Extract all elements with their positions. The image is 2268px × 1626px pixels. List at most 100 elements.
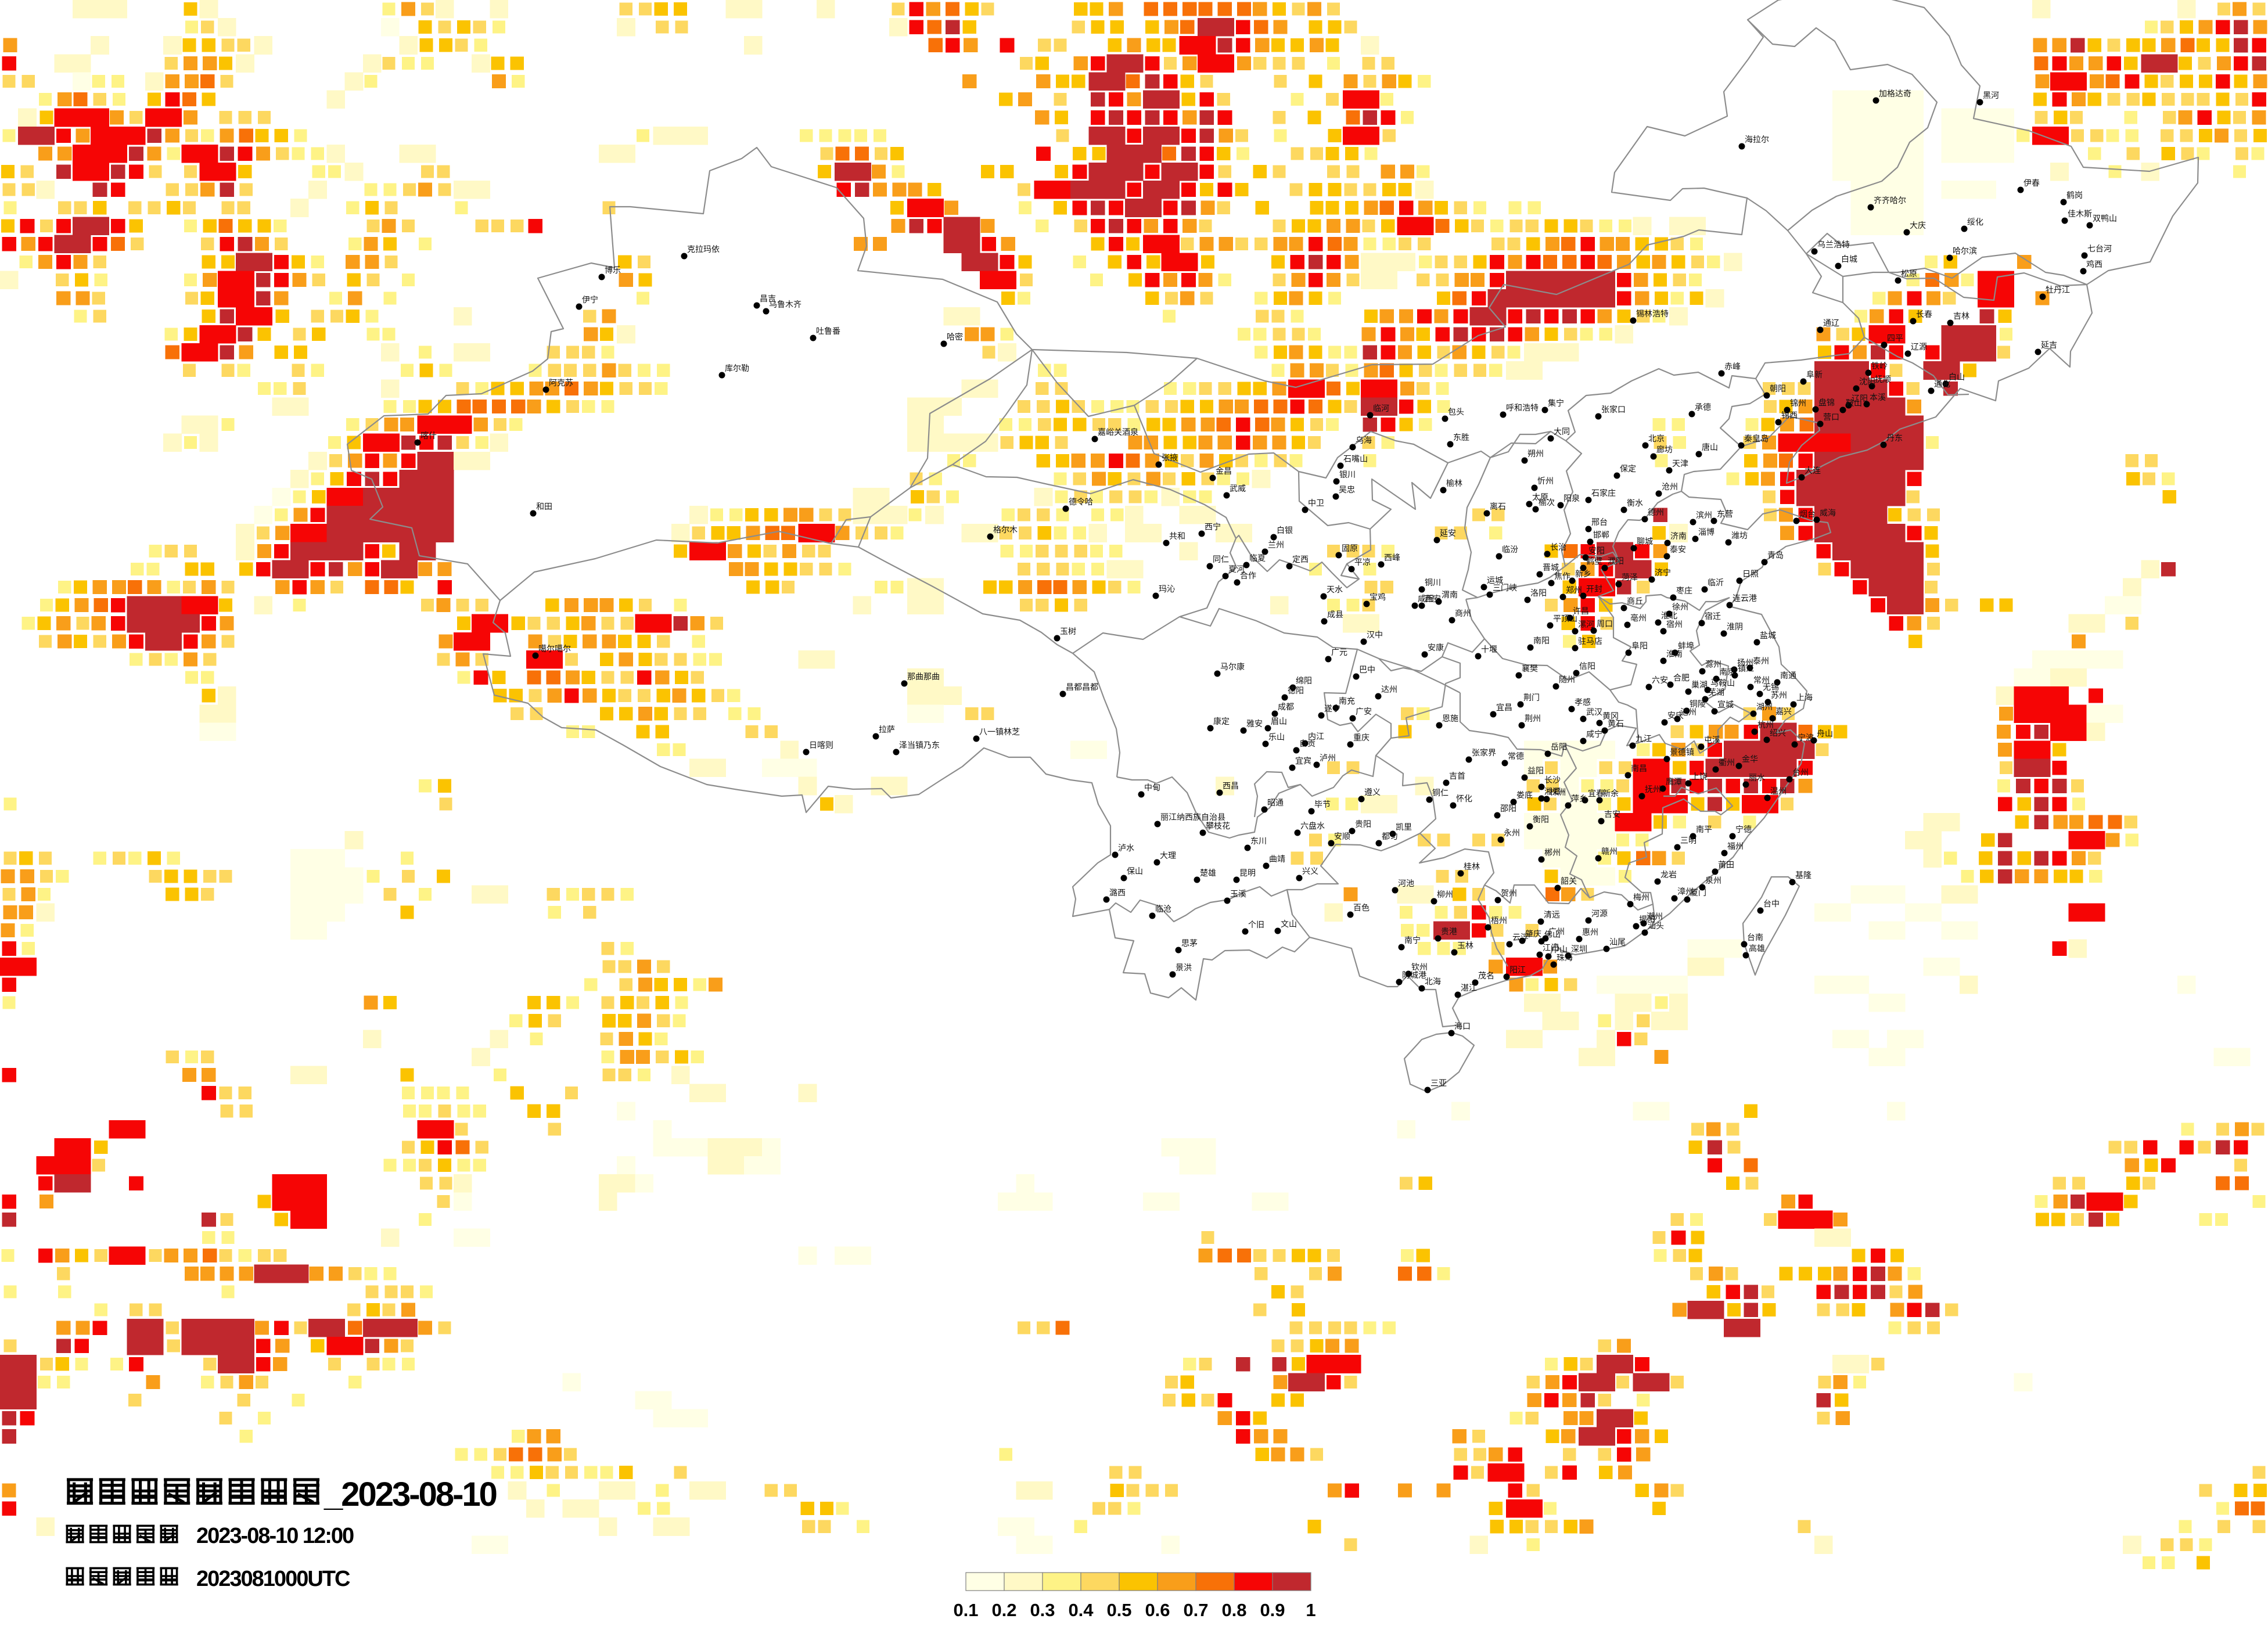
svg-text:晋城: 晋城 — [1543, 563, 1559, 572]
svg-text:汕尾: 汕尾 — [1609, 937, 1626, 947]
svg-text:濮阳: 濮阳 — [1608, 556, 1624, 566]
svg-text:嘉兴: 嘉兴 — [1775, 707, 1792, 716]
svg-text:天津: 天津 — [1672, 459, 1688, 468]
svg-text:上饶: 上饶 — [1691, 772, 1708, 781]
svg-text:齐齐哈尔: 齐齐哈尔 — [1874, 196, 1906, 205]
svg-text:雅安: 雅安 — [1246, 719, 1263, 728]
svg-text:六安: 六安 — [1652, 675, 1668, 685]
svg-text:北海: 北海 — [1425, 977, 1441, 986]
svg-text:玛沁: 玛沁 — [1159, 584, 1175, 593]
svg-text:恩施: 恩施 — [1442, 714, 1458, 723]
svg-text:沈阳: 沈阳 — [1859, 377, 1875, 386]
svg-text:喀什: 喀什 — [420, 431, 437, 440]
svg-text:台州: 台州 — [1792, 768, 1809, 777]
svg-text:噶尔噶尔: 噶尔噶尔 — [538, 644, 571, 653]
svg-text:云浮: 云浮 — [1512, 933, 1529, 942]
svg-text:平凉: 平凉 — [1354, 557, 1371, 567]
svg-text:辽阳: 辽阳 — [1852, 394, 1868, 403]
svg-text:贵港: 贵港 — [1441, 927, 1457, 936]
svg-text:龙岩: 龙岩 — [1660, 870, 1677, 879]
svg-text:荆州: 荆州 — [1525, 714, 1541, 723]
svg-text:湖州: 湖州 — [1756, 702, 1773, 711]
svg-text:包头: 包头 — [1448, 407, 1464, 416]
svg-text:哈尔滨: 哈尔滨 — [1953, 246, 1977, 256]
svg-text:随州: 随州 — [1559, 675, 1575, 684]
svg-text:共和: 共和 — [1169, 531, 1185, 541]
svg-text:0.4: 0.4 — [1068, 1600, 1094, 1620]
svg-text:娄底: 娄底 — [1516, 790, 1533, 800]
svg-text:忻州: 忻州 — [1537, 476, 1554, 485]
svg-text:襄樊: 襄樊 — [1522, 664, 1538, 673]
svg-text:昆明: 昆明 — [1239, 868, 1256, 877]
svg-text:东川: 东川 — [1250, 836, 1267, 846]
svg-text:池州: 池州 — [1680, 707, 1696, 717]
svg-text:和田: 和田 — [536, 502, 552, 511]
svg-text:三明: 三明 — [1680, 836, 1696, 845]
svg-text:咸阳: 咸阳 — [1418, 594, 1434, 603]
svg-text:0.9: 0.9 — [1260, 1600, 1285, 1620]
svg-text:那曲那曲: 那曲那曲 — [907, 672, 940, 681]
svg-text:吐鲁番: 吐鲁番 — [816, 326, 840, 336]
svg-text:兴义: 兴义 — [1302, 866, 1318, 876]
svg-text:孝感: 孝感 — [1575, 697, 1591, 707]
svg-text:湘潭: 湘潭 — [1544, 787, 1561, 796]
svg-text:佳木斯: 佳木斯 — [2068, 209, 2092, 218]
svg-text:绵阳: 绵阳 — [1296, 676, 1312, 685]
svg-text:鹤壁: 鹤壁 — [1586, 556, 1602, 566]
svg-text:吉首: 吉首 — [1449, 771, 1465, 780]
svg-text:通辽: 通辽 — [1823, 318, 1839, 328]
svg-text:镇江: 镇江 — [1738, 664, 1754, 673]
svg-text:乌兰浩特: 乌兰浩特 — [1817, 240, 1850, 249]
svg-text:衡水: 衡水 — [1627, 498, 1643, 508]
svg-text:通化: 通化 — [1934, 379, 1950, 388]
svg-text:百色: 百色 — [1353, 903, 1370, 912]
svg-text:北京: 北京 — [1648, 434, 1665, 443]
svg-text:锡林浩特: 锡林浩特 — [1636, 309, 1669, 318]
svg-text:邯郸: 邯郸 — [1593, 530, 1609, 539]
svg-text:中甸: 中甸 — [1144, 783, 1160, 792]
svg-text:威海: 威海 — [1820, 508, 1836, 517]
svg-text:广元: 广元 — [1331, 647, 1347, 657]
svg-text:鹤岗: 鹤岗 — [2066, 190, 2083, 200]
svg-text:潍坊: 潍坊 — [1731, 531, 1748, 540]
svg-text:眉山: 眉山 — [1271, 717, 1287, 726]
svg-text:梅州: 梅州 — [1633, 893, 1649, 902]
svg-text:九江: 九江 — [1636, 734, 1652, 743]
svg-text:梧州: 梧州 — [1491, 916, 1507, 925]
svg-text:都匀: 都匀 — [1382, 832, 1398, 841]
svg-text:邵阳: 邵阳 — [1500, 804, 1516, 813]
svg-text:宜昌: 宜昌 — [1496, 703, 1512, 712]
svg-text:漯河: 漯河 — [1578, 620, 1594, 629]
svg-text:商州: 商州 — [1455, 609, 1471, 618]
svg-text:莆田: 莆田 — [1718, 860, 1734, 869]
svg-text:洛阳: 洛阳 — [1530, 588, 1547, 598]
svg-text:黑河: 黑河 — [1983, 91, 1999, 100]
svg-text:铁岭: 铁岭 — [1871, 361, 1888, 370]
svg-text:鸡西: 鸡西 — [2086, 260, 2102, 269]
svg-text:大同: 大同 — [1554, 427, 1570, 436]
svg-text:泽当镇乃东: 泽当镇乃东 — [899, 740, 940, 750]
svg-text:文山: 文山 — [1281, 919, 1297, 929]
svg-text:巴中: 巴中 — [1359, 665, 1375, 674]
svg-text:定西: 定西 — [1292, 555, 1309, 564]
svg-text:0.6: 0.6 — [1145, 1600, 1170, 1620]
svg-text:昌都昌都: 昌都昌都 — [1066, 682, 1098, 692]
svg-text:汉中: 汉中 — [1367, 630, 1383, 639]
svg-text:巢湖: 巢湖 — [1691, 680, 1708, 689]
svg-text:景德镇: 景德镇 — [1670, 747, 1694, 757]
svg-text:南京: 南京 — [1719, 667, 1735, 677]
svg-text:芜湖: 芜湖 — [1708, 688, 1724, 697]
svg-text:张掖: 张掖 — [1162, 453, 1178, 462]
svg-text:承德: 承德 — [1695, 402, 1711, 412]
svg-text:铜川: 铜川 — [1425, 578, 1441, 587]
svg-text:福州: 福州 — [1727, 841, 1744, 851]
svg-text:海口: 海口 — [1454, 1021, 1471, 1031]
svg-text:台南: 台南 — [1747, 933, 1763, 942]
svg-text:长沙: 长沙 — [1544, 775, 1561, 785]
svg-text:基隆: 基隆 — [1795, 870, 1811, 880]
svg-text:阜新: 阜新 — [1806, 370, 1823, 379]
svg-text:凯里: 凯里 — [1396, 822, 1412, 832]
svg-text:东营: 东营 — [1717, 509, 1733, 519]
svg-text:遂宁: 遂宁 — [1324, 704, 1340, 713]
svg-text:清远: 清远 — [1544, 910, 1560, 919]
